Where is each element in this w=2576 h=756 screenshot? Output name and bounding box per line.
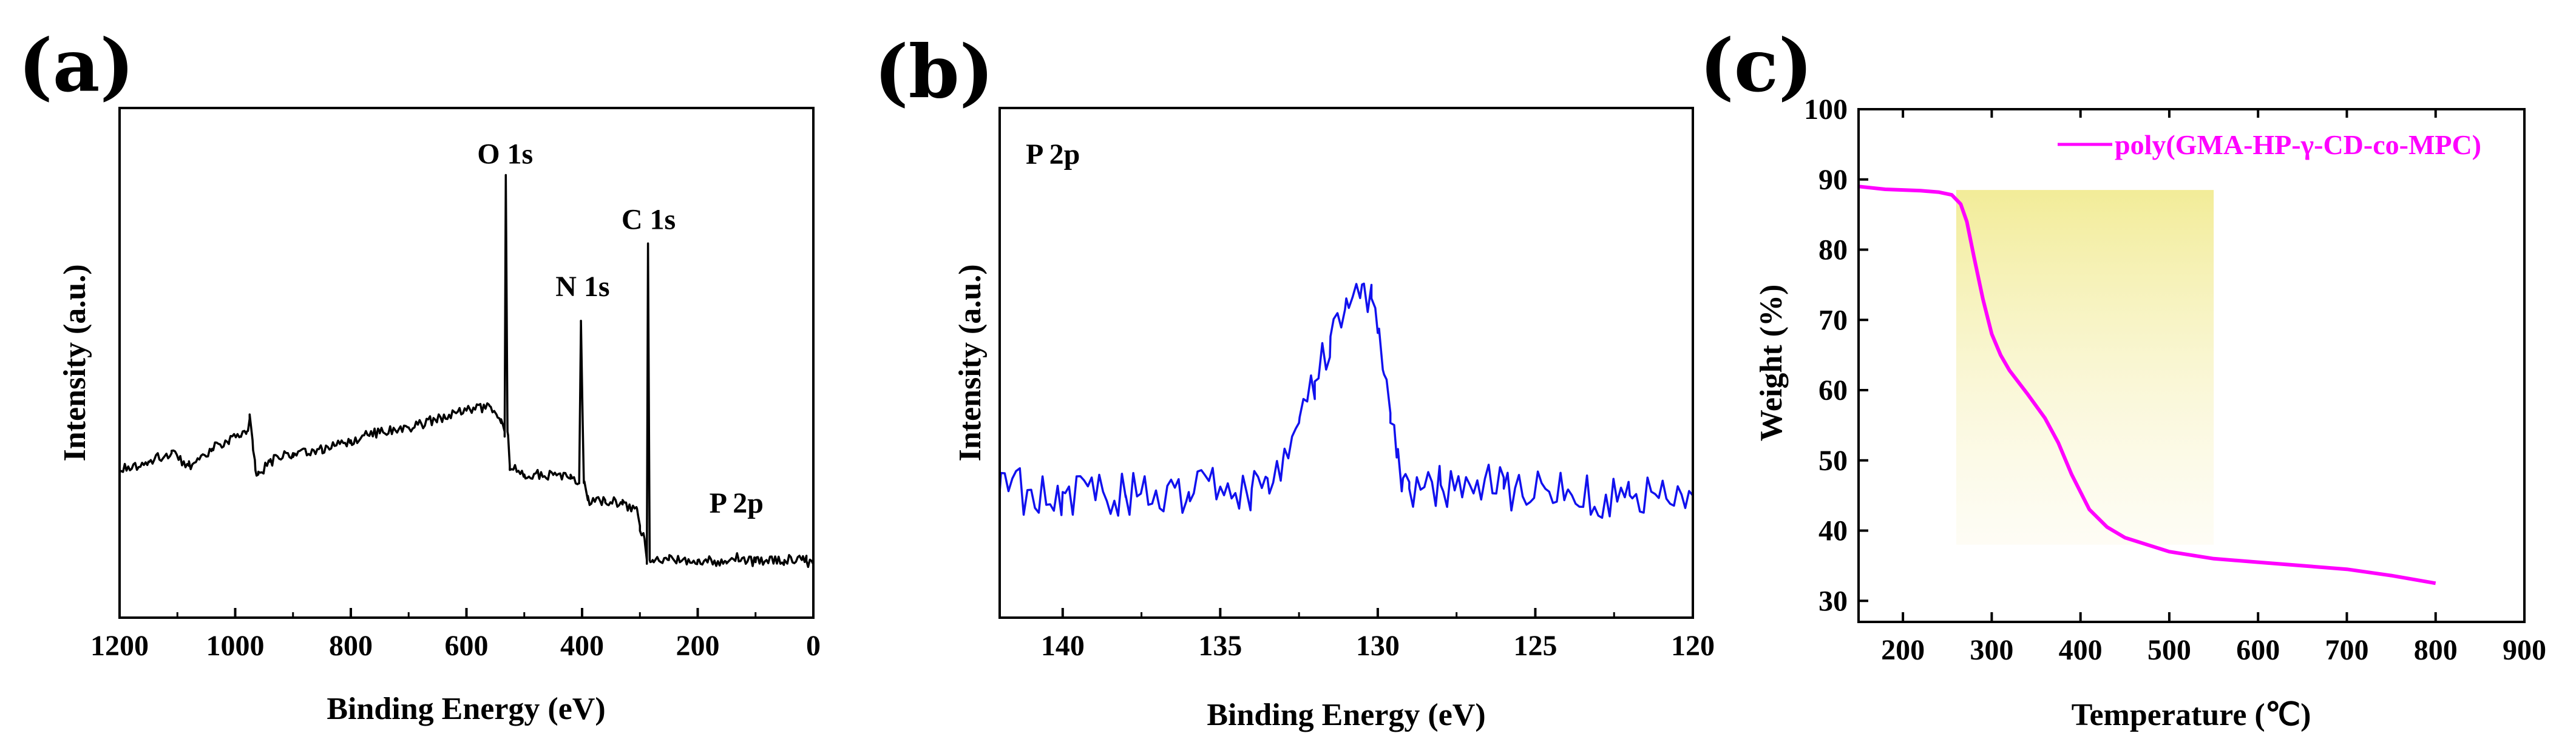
x-tick-label: 0 <box>806 630 821 662</box>
x-tick-label: 140 <box>1041 630 1085 662</box>
x-tick-label: 300 <box>1970 634 2013 666</box>
panel-a-survey-spectrum: (a) 1200 1000 800 600 400 200 0 O 1s C 1s N 1s P … <box>18 23 821 726</box>
x-tick-label: 600 <box>445 630 489 662</box>
panel-c-legend: poly(GMA-HP-γ-CD-co-MPC) <box>2058 129 2481 160</box>
panel-c-frame <box>1857 108 2526 623</box>
x-tick-label: 135 <box>1198 630 1242 662</box>
x-tick-label: 200 <box>1881 634 1925 666</box>
peak-label-o-1s: O 1s <box>477 138 533 170</box>
panel-b-tick-group: 140 135 130 125 120 <box>1041 608 1715 662</box>
y-tick-label: 100 <box>1804 93 1848 126</box>
x-tick-label: 500 <box>2147 634 2191 666</box>
highlight-region <box>1956 190 2214 545</box>
x-tick-label: 200 <box>676 630 720 662</box>
x-tick-label: 130 <box>1356 630 1400 662</box>
series-line-p-2p <box>998 282 1694 519</box>
x-tick-label: 900 <box>2503 634 2546 666</box>
panel-a-annotations: O 1s C 1s N 1s P 2p <box>477 138 764 519</box>
y-tick-label: 40 <box>1818 515 1848 547</box>
y-tick-label: 30 <box>1818 585 1848 617</box>
panel-c-y-axis-title: Weight (%) <box>1754 285 1789 442</box>
panel-a-label: (a) <box>18 23 134 109</box>
x-tick-label: 400 <box>2059 634 2103 666</box>
series-line-poly-gma-hp-cd-co-mpc- <box>1858 184 2436 586</box>
panel-c-tga-curve: (c) 200 300 400 500 600 700 800 900 30 40 50 60 70 80… <box>1700 23 2546 732</box>
panel-b-frame <box>998 107 1694 619</box>
peak-label-p-2p: P 2p <box>710 487 764 519</box>
y-tick-label: 60 <box>1818 374 1848 407</box>
panel-a-tick-group: 1200 1000 800 600 400 200 0 <box>90 608 821 662</box>
panel-c-plot-area <box>1858 184 2436 586</box>
y-tick-label: 90 <box>1818 164 1848 196</box>
panel-c-x-axis-title: Temperature (℃) <box>2072 698 2311 732</box>
x-tick-label: 1200 <box>90 630 149 662</box>
panel-b-p2p-spectrum: (b) 140 135 130 125 120 P 2p Binding Energy … <box>874 29 1715 732</box>
x-tick-label: 800 <box>2414 634 2458 666</box>
panel-b-inner-label: P 2p <box>1026 138 1080 170</box>
x-tick-label: 1000 <box>206 630 265 662</box>
panel-a-x-axis-title: Binding Energy (eV) <box>327 692 605 726</box>
panel-a-plot-area <box>118 174 815 569</box>
panel-c-tick-group: 200 300 400 500 600 700 800 900 30 40 50 60 70 80 90 10… <box>1804 93 2546 666</box>
panel-b-y-axis-title: Intensity (a.u.) <box>953 264 988 461</box>
y-tick-label: 80 <box>1818 234 1848 266</box>
y-tick-label: 70 <box>1818 304 1848 336</box>
x-tick-label: 400 <box>560 630 604 662</box>
x-tick-label: 700 <box>2325 634 2368 666</box>
panel-b-label: (b) <box>874 29 994 115</box>
panel-a-y-axis-title: Intensity (a.u.) <box>58 264 92 461</box>
x-tick-label: 800 <box>329 630 373 662</box>
x-tick-label: 125 <box>1513 630 1557 662</box>
series-line-survey <box>118 174 815 569</box>
panel-b-x-axis-title: Binding Energy (eV) <box>1207 698 1485 732</box>
peak-label-n-1s: N 1s <box>555 271 609 303</box>
panel-b-plot-area <box>998 282 1694 519</box>
panel-c-legend-label: poly(GMA-HP-γ-CD-co-MPC) <box>2115 129 2481 160</box>
panel-a-frame <box>118 107 815 619</box>
x-tick-label: 120 <box>1671 630 1715 662</box>
y-tick-label: 50 <box>1818 445 1848 477</box>
peak-label-c-1s: C 1s <box>622 203 676 235</box>
x-tick-label: 600 <box>2236 634 2280 666</box>
panel-c-label: (c) <box>1700 23 1813 109</box>
